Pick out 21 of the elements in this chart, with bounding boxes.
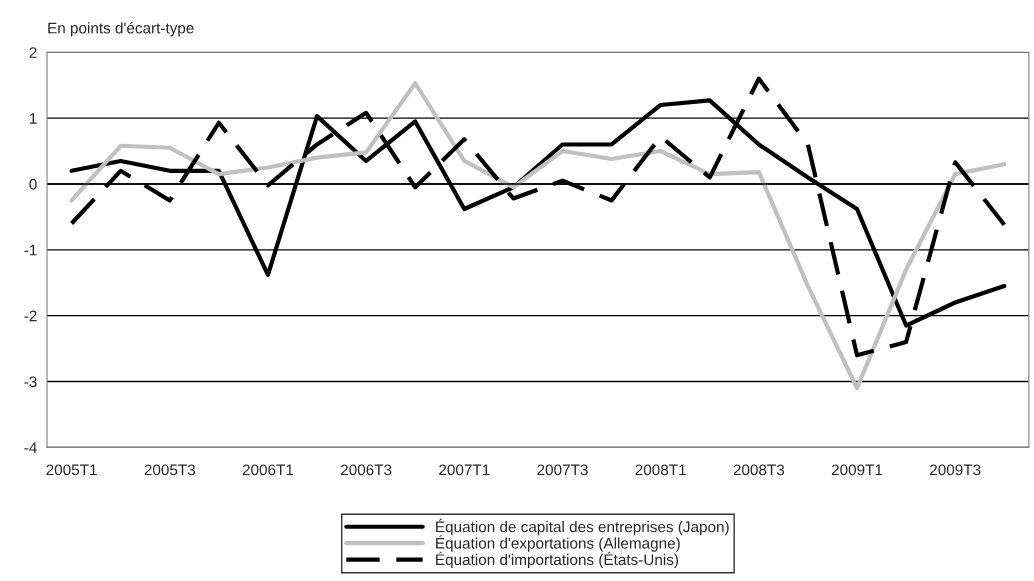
- x-tick-label: 2005T3: [144, 464, 196, 476]
- y-tick-label: -2: [24, 310, 37, 322]
- x-tick-label: 2005T1: [46, 464, 97, 476]
- x-tick-label: 2007T1: [439, 464, 490, 476]
- y-axis-title: En points d'écart-type: [48, 22, 194, 37]
- x-tick-label: 2009T3: [930, 464, 981, 476]
- legend-label: Équation d'importations (États-Unis): [436, 551, 679, 569]
- x-tick-label: 2008T1: [635, 464, 686, 476]
- legend-label: Équation de capital des entreprises (Japon): [436, 518, 729, 536]
- y-tick-label: 0: [29, 178, 37, 190]
- x-tick-label: 2006T1: [242, 464, 294, 476]
- x-tick-label: 2008T3: [733, 464, 785, 476]
- y-tick-label: 1: [29, 113, 37, 124]
- y-tick-label: -1: [24, 244, 37, 256]
- x-tick-label: 2007T3: [537, 464, 588, 476]
- x-tick-label: 2006T3: [340, 464, 392, 476]
- y-tick-label: -3: [24, 376, 37, 388]
- y-tick-label: 2: [29, 47, 37, 58]
- y-tick-label: -4: [24, 442, 37, 453]
- legend-label: Équation d'exportations (Allemagne): [436, 535, 680, 552]
- x-tick-label: 2009T1: [831, 464, 883, 476]
